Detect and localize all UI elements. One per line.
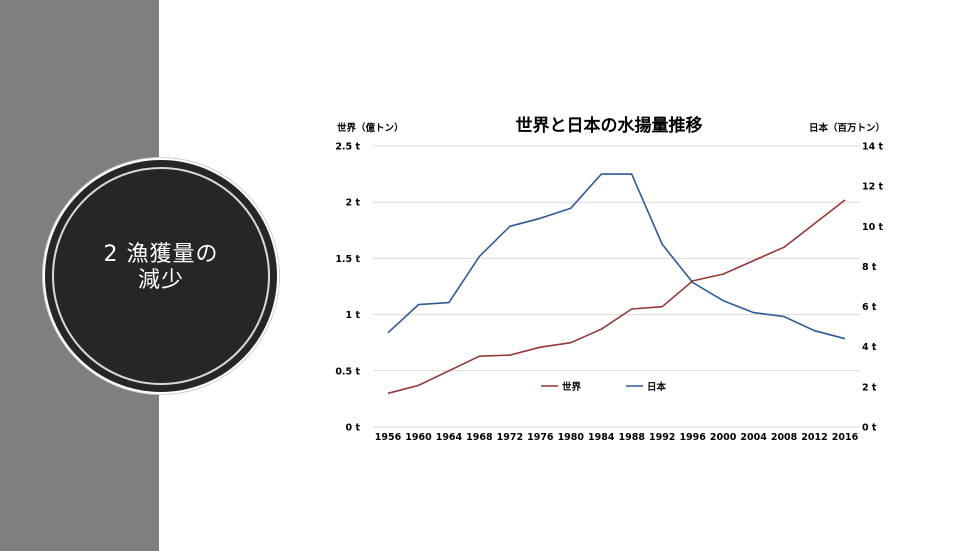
legend-label: 日本 bbox=[647, 381, 667, 393]
y-left-tick-label: 1 t bbox=[346, 310, 361, 321]
y-left-tick-label: 2.5 t bbox=[335, 142, 360, 153]
series-line-left bbox=[387, 199, 846, 395]
x-tick-label: 1988 bbox=[619, 432, 646, 443]
section-badge: 2 漁獲量の 減少 bbox=[43, 158, 279, 394]
x-tick-label: 2008 bbox=[771, 432, 798, 443]
x-tick-label: 1976 bbox=[527, 432, 554, 443]
y-right-axis-label: 日本（百万トン） bbox=[809, 122, 885, 134]
x-tick-label: 1960 bbox=[405, 432, 432, 443]
y-right-tick-label: 10 t bbox=[862, 222, 884, 233]
series-layer bbox=[387, 173, 846, 395]
y-right-tick-label: 12 t bbox=[862, 182, 884, 193]
series-line-right bbox=[387, 173, 846, 340]
section-title-line1: 2 漁獲量の bbox=[103, 242, 219, 267]
x-tick-label: 1972 bbox=[497, 432, 523, 443]
badge-circle bbox=[45, 160, 277, 392]
y-left-tick-label: 2 t bbox=[346, 198, 361, 209]
x-tick-label: 2004 bbox=[740, 432, 767, 443]
y-left-axis-label: 世界（億トン） bbox=[337, 122, 404, 134]
x-tick-label: 1956 bbox=[375, 432, 402, 443]
legend-label: 世界 bbox=[562, 381, 582, 393]
gridlines bbox=[373, 145, 860, 428]
x-tick-label: 1968 bbox=[466, 432, 493, 443]
legend: 世界 日本 bbox=[541, 381, 667, 393]
y-left-tick-label: 0.5 t bbox=[335, 366, 360, 377]
section-title-line2: 減少 bbox=[137, 268, 184, 293]
y-right-tick-label: 14 t bbox=[862, 142, 884, 153]
x-tick-label: 1992 bbox=[649, 432, 675, 443]
chart-title: 世界と日本の水揚量推移 bbox=[516, 115, 703, 136]
x-tick-label: 1996 bbox=[679, 432, 706, 443]
section-title: 2 漁獲量の 減少 bbox=[43, 242, 279, 294]
y-left-tick-label: 1.5 t bbox=[335, 254, 360, 265]
y-right-tick-label: 0 t bbox=[862, 423, 877, 434]
y-right-tick-label: 6 t bbox=[862, 302, 877, 313]
x-tick-label: 2012 bbox=[801, 432, 827, 443]
y-left-tick-label: 0 t bbox=[346, 423, 361, 434]
x-tick-label: 1984 bbox=[588, 432, 615, 443]
y-right-tick-label: 4 t bbox=[862, 342, 877, 353]
x-tick-label: 2016 bbox=[832, 432, 859, 443]
y-right-tick-label: 2 t bbox=[862, 382, 877, 393]
tick-labels: 0 t 0.5 t 1 t 1.5 t 2 t 2.5 t 0 t 2 t 4 t 6 t 8 t 1… bbox=[335, 142, 883, 444]
x-tick-label: 1964 bbox=[436, 432, 463, 443]
badge-ring bbox=[52, 167, 270, 385]
x-tick-label: 2000 bbox=[710, 432, 737, 443]
x-tick-label: 1980 bbox=[558, 432, 585, 443]
y-right-tick-label: 8 t bbox=[862, 262, 877, 273]
